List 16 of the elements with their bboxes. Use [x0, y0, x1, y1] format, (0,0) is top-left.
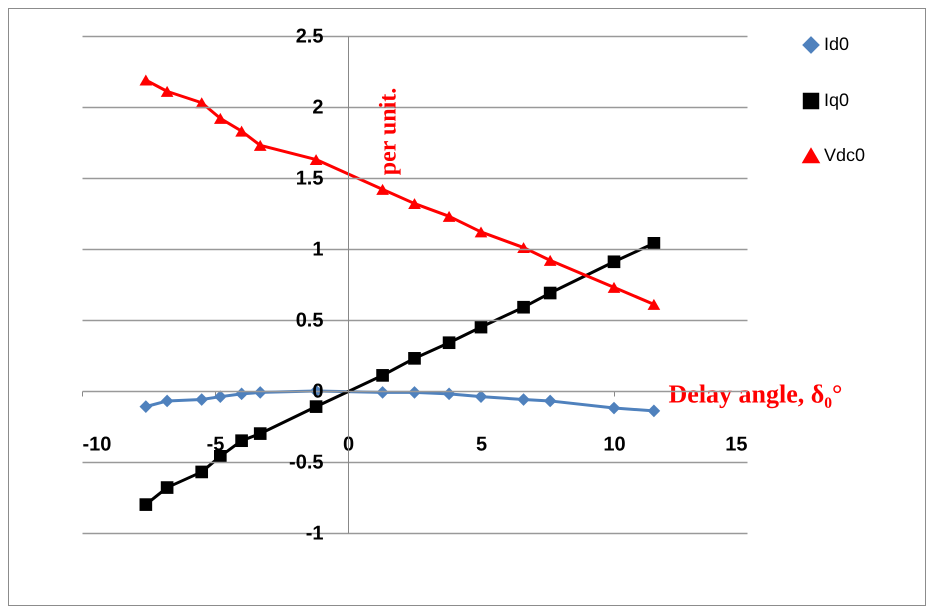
legend-label: Vdc0: [824, 145, 866, 165]
y-tick-label: 1.5: [296, 168, 324, 190]
x-tick-label: -5: [206, 434, 224, 456]
y-tick-label: 0.5: [296, 310, 324, 332]
y-tick-label: 2.5: [296, 26, 324, 48]
y-tick-label: -0.5: [289, 452, 324, 474]
y-tick-label: 1: [312, 238, 324, 260]
y-tick-label: -1: [306, 522, 324, 544]
x-tick-label: -10: [82, 434, 112, 456]
x-tick-label: 15: [725, 434, 748, 456]
x-tick-label: 5: [476, 434, 488, 456]
legend-label: Iq0: [824, 90, 850, 110]
x-tick-label: 10: [603, 434, 626, 456]
y-axis-title: per unit.: [376, 88, 402, 176]
legend-label: Id0: [824, 34, 850, 54]
y-tick-label: 2: [312, 96, 324, 118]
